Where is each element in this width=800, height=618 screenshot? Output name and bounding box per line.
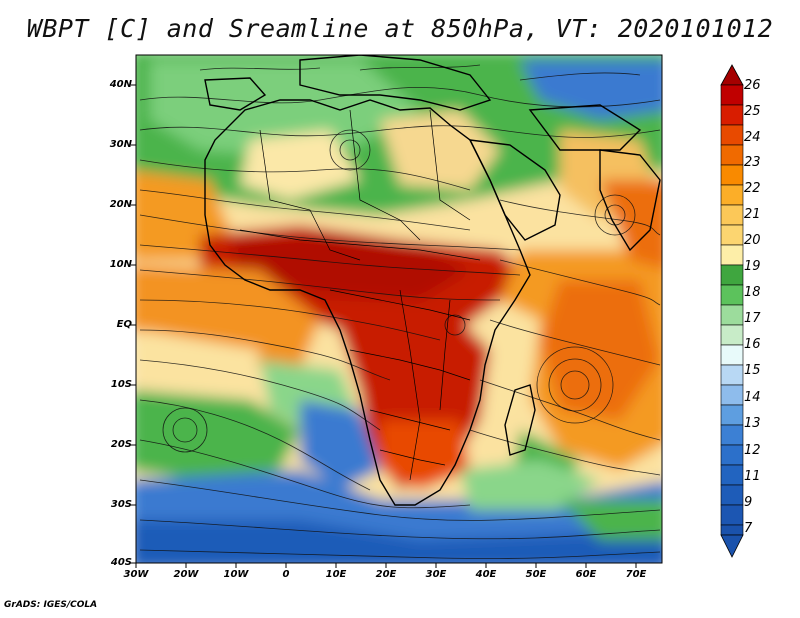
colorbar-swatch-14 xyxy=(720,324,744,346)
colorbar-label: 7 xyxy=(744,521,753,536)
colorbar-label: 17 xyxy=(744,311,761,326)
colorbar-label: 9 xyxy=(744,495,753,510)
africa-outline xyxy=(204,99,531,506)
colorbar-swatch-16 xyxy=(720,284,744,306)
colorbar-label: 21 xyxy=(744,207,761,222)
country-borders xyxy=(239,109,481,481)
lon-label: 30E xyxy=(425,569,447,580)
colorbar-swatch-18 xyxy=(720,244,744,266)
colorbar-swatch-6 xyxy=(720,484,744,506)
colorbar-swatch-24 xyxy=(720,124,744,146)
colorbar-swatch-21 xyxy=(720,184,744,206)
lon-label: 40E xyxy=(475,569,497,580)
colorbar-label: 26 xyxy=(744,78,761,93)
colorbar-swatch-25 xyxy=(720,104,744,126)
colorbar-bottom-arrow xyxy=(720,534,744,558)
europe-outline xyxy=(299,55,492,111)
lon-label: 60E xyxy=(575,569,597,580)
colorbar-swatch-17 xyxy=(720,264,744,286)
colorbar-label: 24 xyxy=(744,130,761,145)
india-outline xyxy=(599,149,661,252)
colorbar-label: 19 xyxy=(744,259,761,274)
lat-label: 20S xyxy=(110,439,132,450)
chart-title: WBPT [C] and Sreamline at 850hPa, VT: 20… xyxy=(26,14,774,43)
lat-label: 40S xyxy=(110,557,132,568)
lat-label: 10N xyxy=(109,259,132,270)
map-plot xyxy=(131,54,744,568)
iran-outline xyxy=(528,104,642,151)
grads-credit: GrADS: IGES/COLA xyxy=(4,600,98,610)
colorbar-swatch-13 xyxy=(720,344,744,366)
colorbar-label: 14 xyxy=(744,390,761,405)
temperature-field xyxy=(136,55,662,563)
lat-label: 30S xyxy=(110,499,132,510)
colorbar-swatch-15 xyxy=(720,304,744,326)
colorbar-swatch-9 xyxy=(720,424,744,446)
lat-label: 20N xyxy=(109,199,132,210)
lon-label: 20W xyxy=(173,569,199,580)
lat-label: 30N xyxy=(109,139,132,150)
colorbar-swatch-22 xyxy=(720,164,744,186)
lat-label: EQ xyxy=(116,319,132,330)
colorbar-swatch-11 xyxy=(720,384,744,406)
colorbar-swatch-7 xyxy=(720,464,744,486)
lat-label: 10S xyxy=(110,379,132,390)
colorbar xyxy=(720,64,744,558)
map-frame xyxy=(135,54,663,564)
colorbar-label: 25 xyxy=(744,104,761,119)
colorbar-label: 23 xyxy=(744,155,761,170)
map-ticks xyxy=(131,84,637,568)
madagascar-outline xyxy=(504,384,536,456)
lon-label: 30W xyxy=(123,569,149,580)
colorbar-swatch-4 xyxy=(720,524,744,536)
lon-label: 70E xyxy=(625,569,647,580)
colorbar-label: 22 xyxy=(744,181,761,196)
lon-label: 0 xyxy=(282,569,290,580)
colorbar-label: 11 xyxy=(744,469,761,484)
iberia-outline xyxy=(204,77,267,111)
colorbar-swatch-10 xyxy=(720,404,744,426)
lat-label: 40N xyxy=(109,79,132,90)
lon-label: 20E xyxy=(375,569,397,580)
lon-label: 10E xyxy=(325,569,347,580)
colorbar-label: 20 xyxy=(744,233,761,248)
arabia-outline xyxy=(468,139,561,241)
colorbar-label: 16 xyxy=(744,337,761,352)
streamlines xyxy=(139,64,661,559)
colorbar-label: 18 xyxy=(744,285,761,300)
colorbar-swatch-23 xyxy=(720,144,744,166)
colorbar-swatch-26 xyxy=(720,84,744,106)
colorbar-swatch-8 xyxy=(720,444,744,466)
colorbar-swatch-20 xyxy=(720,204,744,226)
colorbar-label: 12 xyxy=(744,443,761,458)
colorbar-swatch-19 xyxy=(720,224,744,246)
colorbar-label: 15 xyxy=(744,363,761,378)
coastlines xyxy=(204,55,661,506)
colorbar-top-arrow xyxy=(720,64,744,86)
colorbar-swatch-5 xyxy=(720,504,744,526)
lon-label: 10W xyxy=(223,569,249,580)
colorbar-label: 13 xyxy=(744,416,761,431)
colorbar-swatch-12 xyxy=(720,364,744,386)
lon-label: 50E xyxy=(525,569,547,580)
